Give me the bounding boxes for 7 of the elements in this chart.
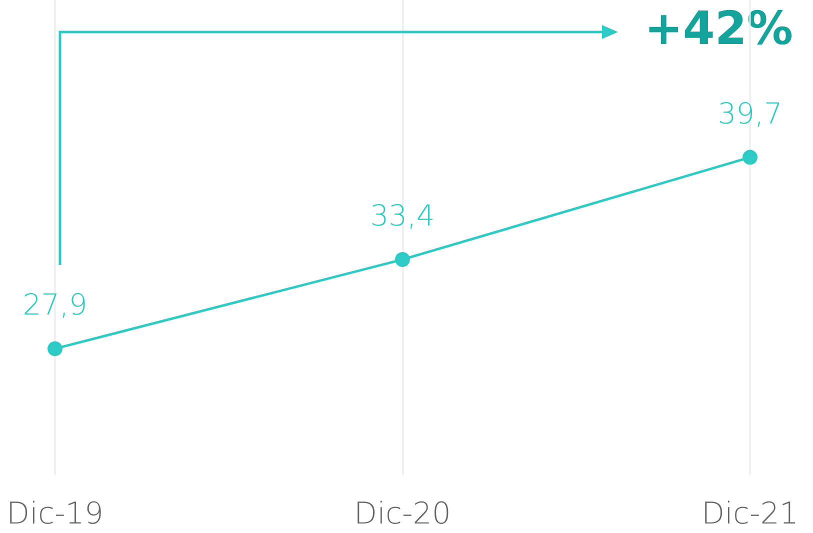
x-tick-label: Dic-21	[702, 496, 798, 532]
data-label: 33,4	[370, 198, 435, 232]
x-tick-label: Dic-20	[354, 496, 451, 532]
data-label: 39,7	[718, 96, 782, 130]
x-tick-label: Dic-19	[6, 496, 104, 532]
text: +42%	[644, 1, 794, 55]
data-label: 27,9	[22, 288, 88, 322]
